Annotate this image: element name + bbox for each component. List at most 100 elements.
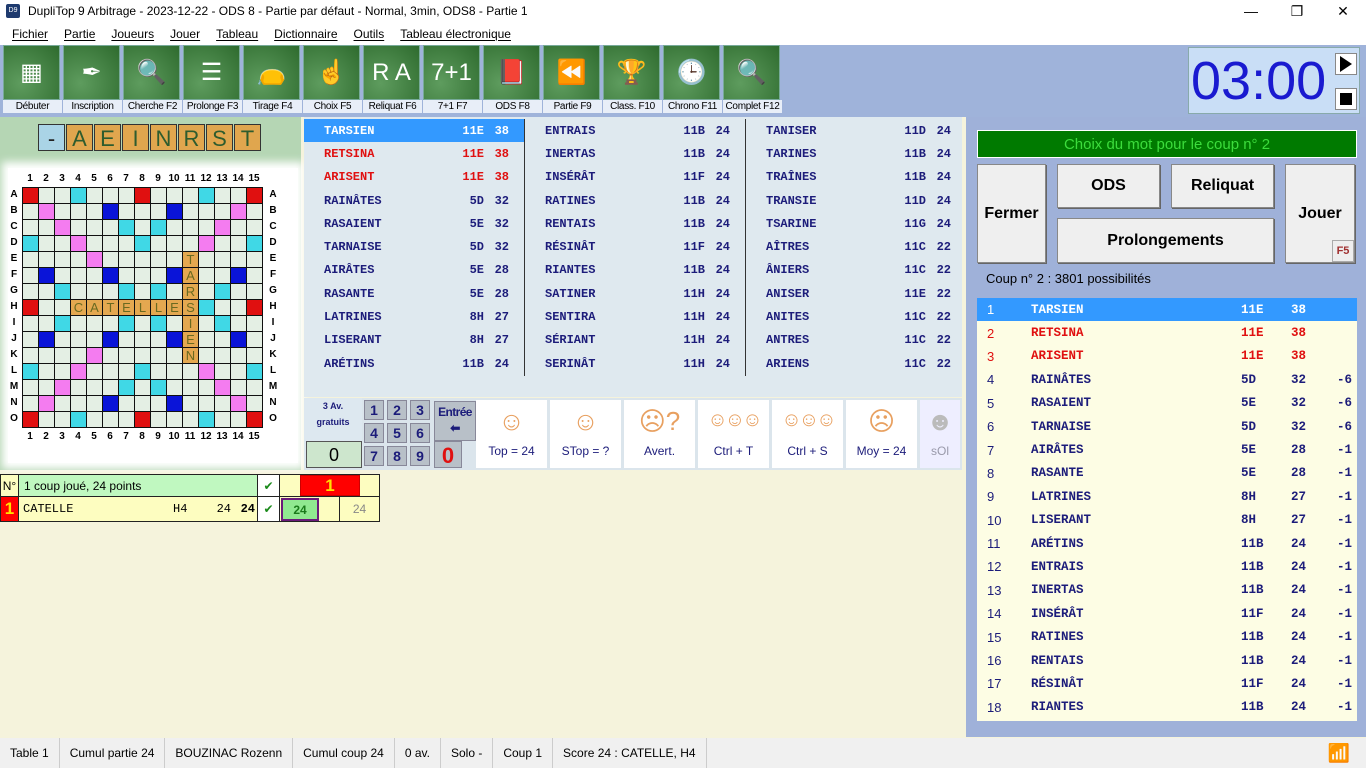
board-cell[interactable] [134, 187, 151, 204]
board-cell[interactable] [86, 331, 103, 348]
board-cell[interactable] [70, 203, 87, 220]
word-row[interactable]: LISERANT 8H 27 [304, 329, 524, 352]
scrabble-board[interactable]: 1 1 2 2 3 3 4 4 5 5 6 6 7 7 8 8 9 9 10 10 11 11 12 12 13 13 14 14 15… [8, 168, 298, 463]
close-button[interactable]: ✕ [1337, 3, 1349, 19]
board-cell[interactable] [150, 283, 167, 300]
board-cell[interactable] [230, 347, 247, 364]
board-cell[interactable] [214, 283, 231, 300]
rack-tile[interactable]: A [66, 124, 93, 151]
board-tile[interactable]: E [118, 299, 135, 316]
board-cell[interactable] [134, 347, 151, 364]
board-cell[interactable] [246, 251, 263, 268]
board-cell[interactable] [246, 283, 263, 300]
board-cell[interactable] [118, 187, 135, 204]
board-cell[interactable] [150, 363, 167, 380]
word-row[interactable]: ANISER 11E 22 [746, 282, 966, 305]
board-cell[interactable] [118, 395, 135, 412]
board-cell[interactable] [166, 267, 183, 284]
board-cell[interactable] [22, 379, 39, 396]
board-cell[interactable] [70, 235, 87, 252]
board-tile[interactable]: A [182, 267, 199, 284]
board-cell[interactable] [54, 267, 71, 284]
keypad-key-7[interactable]: 7 [364, 446, 384, 466]
board-cell[interactable] [182, 411, 199, 428]
board-cell[interactable] [246, 363, 263, 380]
board-cell[interactable] [150, 379, 167, 396]
solution-row[interactable]: 14 INSÉRÂT 11F 24 -1 [977, 602, 1357, 625]
solution-row[interactable]: 2 RETSINA 11E 38 [977, 321, 1357, 344]
board-cell[interactable] [86, 379, 103, 396]
keypad-key-5[interactable]: 5 [387, 423, 407, 443]
board-cell[interactable] [166, 219, 183, 236]
board-cell[interactable] [86, 395, 103, 412]
toolbar-button-complet-f12[interactable]: 🔍 Complet F12 [723, 45, 782, 114]
board-cell[interactable] [118, 267, 135, 284]
board-cell[interactable] [230, 331, 247, 348]
board-cell[interactable] [198, 251, 215, 268]
restore-button[interactable]: ❐ [1290, 3, 1304, 19]
board-cell[interactable] [70, 331, 87, 348]
board-cell[interactable] [246, 267, 263, 284]
board-cell[interactable] [86, 219, 103, 236]
board-cell[interactable] [246, 395, 263, 412]
board-cell[interactable] [102, 315, 119, 332]
word-row[interactable]: TARINES 11B 24 [746, 142, 966, 165]
board-cell[interactable] [198, 363, 215, 380]
word-row[interactable]: AIRÂTES 5E 28 [304, 259, 524, 282]
toolbar-button-partie-f9[interactable]: ⏪ Partie F9 [543, 45, 602, 114]
board-cell[interactable] [86, 235, 103, 252]
word-row[interactable]: LATRINES 8H 27 [304, 305, 524, 328]
board-cell[interactable] [118, 315, 135, 332]
board-cell[interactable] [86, 283, 103, 300]
board-cell[interactable] [214, 203, 231, 220]
board-cell[interactable] [134, 315, 151, 332]
board-cell[interactable] [214, 347, 231, 364]
board-cell[interactable] [150, 331, 167, 348]
board-cell[interactable] [102, 235, 119, 252]
board-cell[interactable] [198, 203, 215, 220]
rack-tile[interactable]: N [150, 124, 177, 151]
board-cell[interactable] [134, 283, 151, 300]
board-cell[interactable] [54, 379, 71, 396]
board-cell[interactable] [54, 347, 71, 364]
board-cell[interactable] [54, 219, 71, 236]
board-cell[interactable] [38, 203, 55, 220]
board-cell[interactable] [38, 395, 55, 412]
word-row[interactable]: ARÉTINS 11B 24 [304, 352, 524, 375]
board-cell[interactable] [54, 235, 71, 252]
board-cell[interactable] [198, 267, 215, 284]
board-cell[interactable] [86, 267, 103, 284]
toolbar-button-ods-f8[interactable]: 📕 ODS F8 [483, 45, 542, 114]
board-cell[interactable] [166, 235, 183, 252]
board-cell[interactable] [22, 331, 39, 348]
board-tile[interactable]: T [182, 251, 199, 268]
zero-key[interactable]: 0 [434, 441, 462, 468]
menu-item[interactable]: Partie [64, 26, 96, 41]
rack-tile[interactable]: R [178, 124, 205, 151]
board-cell[interactable] [246, 411, 263, 428]
board-cell[interactable] [198, 395, 215, 412]
board-cell[interactable] [230, 379, 247, 396]
board-cell[interactable] [54, 251, 71, 268]
board-cell[interactable] [86, 363, 103, 380]
board-cell[interactable] [166, 283, 183, 300]
board-cell[interactable] [22, 411, 39, 428]
board-cell[interactable] [150, 187, 167, 204]
board-cell[interactable] [102, 219, 119, 236]
board-cell[interactable] [102, 363, 119, 380]
board-cell[interactable] [118, 251, 135, 268]
word-row[interactable]: RENTAIS 11B 24 [525, 212, 745, 235]
board-cell[interactable] [246, 299, 263, 316]
board-cell[interactable] [102, 379, 119, 396]
fermer-button[interactable]: Fermer [977, 164, 1046, 263]
board-cell[interactable] [70, 395, 87, 412]
word-row[interactable]: ÂNIERS 11C 22 [746, 259, 966, 282]
board-cell[interactable] [182, 379, 199, 396]
toolbar-button-d-buter[interactable]: ▦ Débuter [3, 45, 62, 114]
stop-button[interactable] [1335, 88, 1357, 110]
board-cell[interactable] [214, 379, 231, 396]
board-cell[interactable] [22, 235, 39, 252]
board-cell[interactable] [230, 203, 247, 220]
word-row[interactable]: INERTAS 11B 24 [525, 142, 745, 165]
menu-item[interactable]: Dictionnaire [274, 26, 338, 41]
